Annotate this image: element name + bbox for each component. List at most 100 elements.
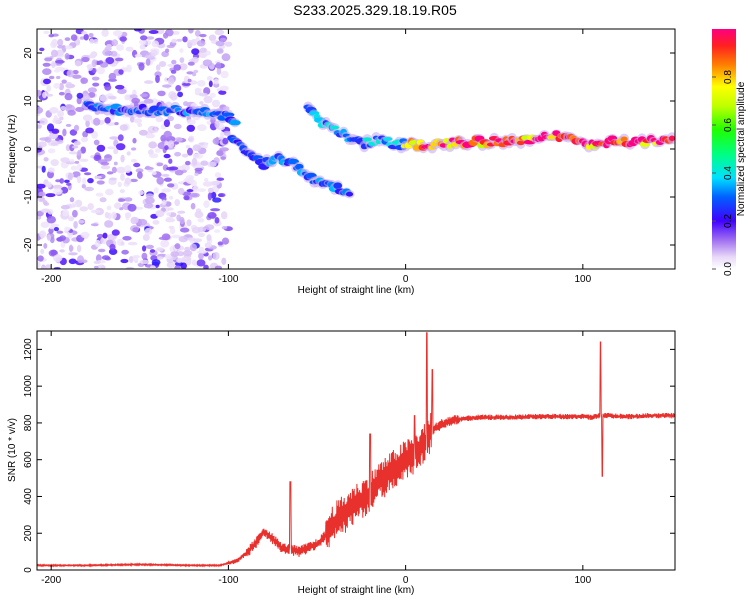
noise-blob bbox=[174, 243, 181, 250]
colorbar-label: Normalized spectral amplitude bbox=[736, 81, 747, 216]
noise-blob bbox=[163, 177, 172, 182]
noise-blob bbox=[199, 47, 207, 53]
noise-blob bbox=[96, 233, 104, 239]
noise-blob bbox=[199, 33, 207, 38]
noise-blob bbox=[186, 189, 194, 193]
noise-blob bbox=[45, 193, 56, 198]
noise-blob bbox=[49, 226, 55, 230]
noise-blob bbox=[204, 178, 209, 182]
noise-blob bbox=[156, 247, 164, 252]
noise-blob bbox=[109, 136, 119, 140]
noise-blob bbox=[170, 92, 178, 101]
noise-blob bbox=[64, 53, 70, 60]
x-tick-label: -200 bbox=[41, 575, 61, 586]
noise-blob bbox=[84, 186, 94, 192]
spectrogram-marks bbox=[37, 29, 675, 269]
y-tick-label: 600 bbox=[23, 451, 34, 468]
noise-blob bbox=[90, 209, 101, 214]
noise-blob bbox=[80, 77, 88, 84]
band-rising-cell bbox=[330, 125, 340, 130]
noise-blob bbox=[51, 128, 60, 134]
noise-blob bbox=[66, 69, 74, 78]
noise-blob bbox=[171, 38, 178, 44]
noise-blob bbox=[56, 230, 64, 234]
noise-blob bbox=[69, 197, 75, 203]
noise-blob bbox=[197, 80, 206, 87]
noise-blob bbox=[156, 176, 164, 185]
noise-blob bbox=[49, 107, 59, 114]
noise-blob bbox=[55, 179, 61, 183]
noise-blob bbox=[198, 252, 204, 260]
noise-blob bbox=[53, 254, 63, 263]
noise-blob bbox=[166, 212, 172, 216]
noise-blob bbox=[100, 237, 108, 245]
noise-blob bbox=[43, 202, 50, 206]
noise-blob bbox=[94, 239, 101, 248]
noise-blob bbox=[40, 248, 45, 254]
noise-blob bbox=[93, 139, 100, 146]
noise-blob bbox=[46, 234, 52, 241]
noise-blob bbox=[79, 158, 89, 162]
noise-blob bbox=[124, 165, 132, 174]
noise-blob bbox=[70, 34, 78, 41]
noise-blob bbox=[182, 191, 192, 197]
noise-blob bbox=[196, 40, 206, 47]
noise-blob bbox=[193, 69, 199, 74]
noise-blob bbox=[74, 160, 80, 164]
noise-blob bbox=[47, 148, 56, 154]
noise-blob bbox=[223, 130, 231, 136]
noise-blob bbox=[191, 259, 197, 266]
noise-blob bbox=[68, 252, 78, 256]
noise-blob bbox=[48, 75, 55, 80]
noise-blob bbox=[158, 236, 168, 240]
noise-blob bbox=[72, 74, 82, 79]
noise-blob bbox=[211, 99, 221, 108]
noise-blob bbox=[42, 68, 52, 75]
noise-blob bbox=[176, 257, 183, 264]
noise-blob bbox=[37, 261, 41, 268]
noise-blob bbox=[101, 29, 109, 37]
noise-blob bbox=[120, 241, 125, 246]
noise-blob bbox=[206, 234, 212, 242]
noise-blob bbox=[96, 180, 105, 185]
noise-blob bbox=[191, 157, 198, 166]
colorbar-tick-label: 0.6 bbox=[723, 118, 734, 132]
noise-blob bbox=[93, 38, 99, 45]
noise-blob bbox=[117, 88, 127, 95]
noise-blob bbox=[175, 137, 183, 142]
noise-blob bbox=[126, 151, 131, 156]
noise-blob bbox=[134, 54, 143, 58]
noise-blob bbox=[130, 147, 137, 151]
colorbar-ticks: 0.0 0.2 0.4 0.6 0.8 bbox=[712, 70, 734, 276]
noise-blob bbox=[220, 131, 225, 138]
noise-blob bbox=[144, 80, 154, 84]
noise-blob bbox=[40, 221, 50, 228]
noise-blob bbox=[80, 146, 86, 154]
noise-blob bbox=[145, 244, 154, 249]
noise-blob bbox=[182, 82, 191, 86]
noise-blob bbox=[53, 82, 61, 89]
noise-blob bbox=[39, 137, 50, 141]
noise-blob bbox=[166, 166, 176, 171]
noise-blob bbox=[163, 130, 172, 139]
noise-blob bbox=[139, 93, 148, 98]
noise-blob bbox=[98, 248, 106, 253]
noise-blob bbox=[53, 69, 61, 73]
noise-blob bbox=[44, 57, 53, 62]
noise-blob bbox=[187, 61, 195, 66]
noise-blob bbox=[190, 202, 196, 210]
snr-x-label: Height of straight line (km) bbox=[298, 585, 415, 596]
noise-blob bbox=[59, 235, 66, 242]
snr-series-line bbox=[37, 332, 675, 568]
x-tick-label: 100 bbox=[575, 575, 592, 586]
noise-blob bbox=[100, 165, 111, 170]
noise-blob bbox=[119, 189, 125, 194]
noise-blob bbox=[93, 260, 101, 265]
noise-blob bbox=[114, 202, 122, 209]
noise-blob bbox=[107, 95, 117, 100]
noise-blob bbox=[193, 153, 204, 159]
noise-blob bbox=[72, 209, 78, 218]
noise-blob bbox=[64, 37, 71, 41]
noise-blob bbox=[76, 175, 82, 184]
colorbar-tick-label: 0.0 bbox=[723, 262, 734, 276]
